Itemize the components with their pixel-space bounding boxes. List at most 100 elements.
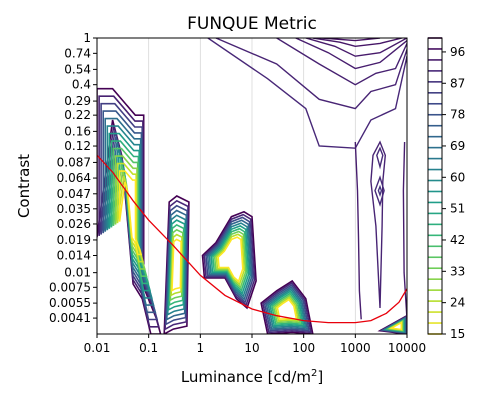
contour-low-luminance: [110, 140, 150, 285]
colorbar-tick-label: 15: [450, 327, 465, 341]
contour-mid-block: [164, 199, 189, 331]
contour-low-luminance: [100, 102, 159, 321]
y-tick-label: 0.4: [72, 78, 91, 92]
contour-mid-block: [215, 233, 246, 286]
y-axis-title: Contrast: [15, 154, 33, 218]
contour-mid-block: [206, 219, 253, 301]
contour-low-luminance: [112, 147, 148, 278]
contour-mid-block: [272, 294, 302, 324]
contour-mid-block: [208, 222, 252, 298]
y-tick-label: 0.01: [64, 266, 91, 280]
contour-mid-block: [166, 214, 187, 316]
x-tick-label: 1: [197, 341, 205, 355]
contour-mid-block: [269, 290, 305, 327]
colorbar-frame: [427, 37, 443, 335]
contour-mid-block: [165, 209, 188, 321]
contour-mid-block: [205, 216, 254, 304]
y-tick-label: 0.74: [64, 46, 91, 60]
contour-low-luminance: [104, 117, 155, 306]
x-tick-label: 0.1: [139, 341, 158, 355]
contour-high-luminance-ring: [370, 140, 387, 309]
y-tick-label: 0.22: [64, 108, 91, 122]
colorbar-tick-label: 87: [450, 76, 465, 90]
contour-high-luminance-ring: [374, 175, 385, 207]
colorbar-tick-label: 42: [450, 233, 465, 247]
contour-corner: [388, 321, 403, 331]
contour-mid-block: [163, 195, 190, 334]
y-tick-label: 0.12: [64, 139, 91, 153]
contour-mid-block: [170, 233, 183, 297]
contour-low-luminance: [116, 162, 145, 263]
y-tick-label: 0.54: [64, 62, 91, 76]
contour-mid-block: [165, 204, 188, 326]
contour-mid-block: [168, 223, 185, 307]
contour-high-contrast-line: [215, 38, 407, 110]
y-tick-label: 1: [83, 31, 91, 45]
x-tick-label: 10: [244, 341, 259, 355]
contour-lines: [97, 38, 407, 334]
x-tick-label: 0.01: [84, 341, 111, 355]
chart-title: FUNQUE Metric: [187, 14, 317, 34]
y-tick-label: 0.087: [57, 155, 91, 169]
colorbar-tick-label: 33: [450, 264, 465, 278]
colorbar-tick-label: 51: [450, 202, 465, 216]
x-tick-label: 1000: [340, 341, 371, 355]
contour-low-luminance: [108, 132, 152, 292]
y-tick-label: 0.16: [64, 124, 91, 138]
y-tick-label: 0.047: [57, 187, 91, 201]
contour-mid-block: [171, 238, 182, 292]
y-tick-label: 0.0075: [49, 280, 91, 294]
contour-mid-block: [210, 225, 250, 295]
y-axis-ticks: 10.74 0.54 0.4 0.290.22 0.160.12 0.087 0.064 0.…: [49, 31, 97, 325]
contour-low-luminance: [106, 125, 153, 299]
contour-low-luminance: [114, 155, 146, 270]
y-tick-label: 0.064: [57, 171, 91, 185]
contour-high-luminance-ring: [376, 146, 384, 170]
y-tick-label: 0.014: [57, 249, 91, 263]
contour-high-luminance-ring: [354, 141, 362, 320]
y-tick-label: 0.026: [57, 217, 91, 231]
contour-high-contrast-line: [295, 38, 407, 70]
y-tick-label: 0.0041: [49, 311, 91, 325]
y-tick-label: 0.29: [64, 94, 91, 108]
y-tick-label: 0.019: [57, 233, 91, 247]
contour-mid-block: [271, 292, 303, 326]
colorbar-tick-label: 96: [450, 45, 465, 59]
colorbar-tick-label: 60: [450, 170, 465, 184]
threshold-curve: [97, 154, 407, 324]
contour-high-contrast-line: [321, 38, 381, 42]
x-tick-label: 10000: [388, 341, 426, 355]
x-axis-ticks: 0.01 0.1 1 10 100 1000 10000: [84, 334, 426, 355]
contour-high-contrast-line: [207, 38, 407, 149]
colorbar: 96 87 78 69 60 51 42 33 24 15: [427, 37, 465, 341]
contour-mid-block: [267, 288, 307, 329]
x-axis-title: Luminance [cd/m2]: [181, 368, 323, 386]
y-tick-label: 0.035: [57, 202, 91, 216]
contour-high-contrast-line: [312, 38, 403, 48]
contour-mid-block: [169, 228, 184, 302]
contour-mid-block: [212, 227, 249, 292]
colorbar-tick-label: 69: [450, 139, 465, 153]
contour-mid-block: [265, 286, 309, 330]
contour-mid-block: [167, 219, 186, 312]
contour-high-luminance-ring: [377, 184, 383, 198]
contour-mid-block: [213, 230, 247, 289]
y-tick-label: 0.0055: [49, 296, 91, 310]
contour-mid-block: [276, 298, 298, 321]
colorbar-tick-label: 24: [450, 296, 465, 310]
threshold-curve-line: [97, 154, 407, 324]
contour-high-contrast-line: [305, 38, 407, 57]
x-tick-label: 100: [292, 341, 315, 355]
contour-mid-block: [203, 213, 256, 307]
colorbar-tick-label: 78: [450, 108, 465, 122]
contour-high-contrast-line: [276, 38, 407, 86]
contour-mid-block: [263, 284, 311, 332]
contour-mid-block: [201, 210, 257, 310]
contour-mid-block: [274, 296, 300, 322]
contour-high-luminance-ring: [402, 141, 407, 320]
contour-mid-block: [262, 281, 312, 334]
contour-mid-block: [217, 236, 244, 283]
contour-low-luminance: [118, 170, 143, 256]
